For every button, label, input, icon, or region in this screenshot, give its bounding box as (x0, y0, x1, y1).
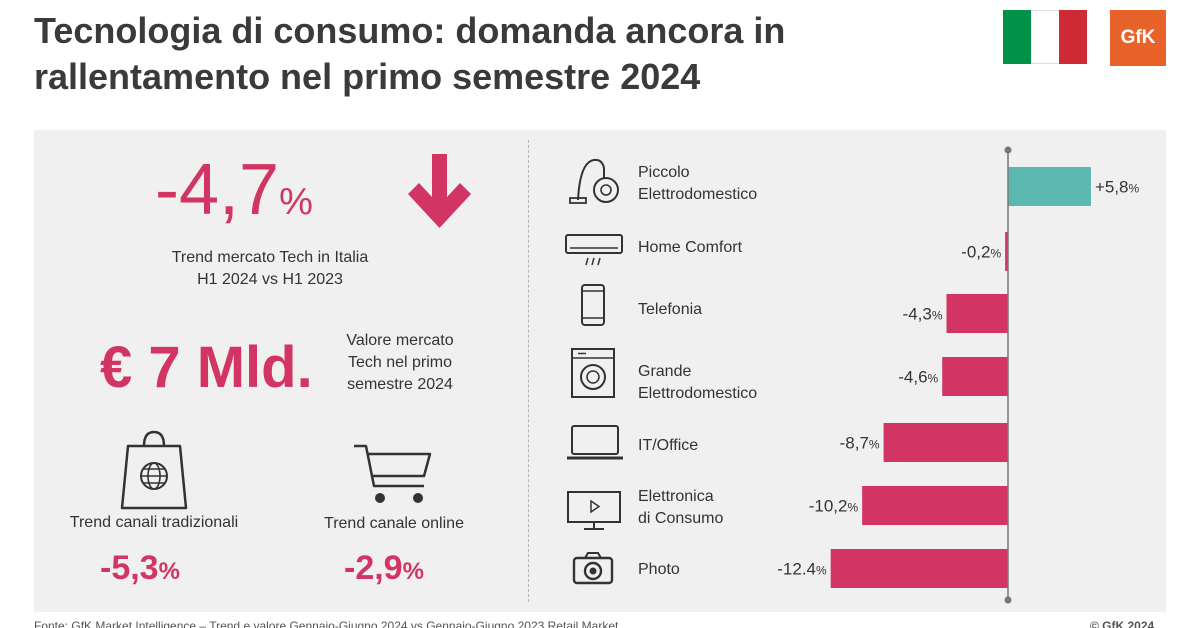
category-label: Home Comfort (638, 237, 742, 259)
shopping-bag-icon (120, 430, 188, 510)
online-channel-value: -2,9% (344, 546, 424, 594)
traditional-channel-number: -5,3 (100, 549, 159, 587)
flag-stripe-red (1059, 10, 1087, 64)
market-trend-number: -4,7 (155, 150, 280, 230)
category-label-line: Elettronica (638, 488, 714, 505)
category-label: Piccolo Elettrodomestico (638, 162, 757, 206)
bar (1005, 232, 1008, 271)
market-value-label-line2: Tech nel primo (347, 354, 453, 371)
category-label: Telefonia (638, 299, 702, 321)
bar (862, 486, 1008, 525)
traditional-channel-value: -5,3% (100, 546, 180, 594)
category-label-line: Elettrodomestico (638, 385, 758, 402)
axis-end-dot (1004, 596, 1012, 604)
bar (946, 294, 1008, 333)
smartphone-icon (581, 284, 605, 326)
page-title: Tecnologia di consumo: domanda ancora in… (34, 10, 786, 97)
category-label-line: Telefonia (638, 301, 703, 318)
flag-stripe-green (1003, 10, 1031, 64)
online-channel-number: -2,9 (344, 549, 403, 587)
traditional-channel-label: Trend canali tradizionali (69, 514, 239, 531)
market-value-label-line1: Valore mercato (346, 332, 454, 349)
copyright: © GfK 2024 (1090, 619, 1155, 628)
bar-value-label: -12.4% (777, 560, 827, 579)
market-value: € 7 Mld. (100, 335, 313, 400)
bar-value-label: -4,6% (898, 368, 938, 387)
category-label-line: Grande (638, 363, 692, 380)
category-label: Grande Elettrodomestico (638, 361, 757, 405)
bar-value-label: +5,8% (1095, 178, 1140, 197)
category-label-line: di Consumo (638, 510, 724, 527)
monitor-icon (567, 491, 621, 530)
category-label-line: Home Comfort (638, 239, 743, 256)
market-value-label: Valore mercato Tech nel primo semestre 2… (330, 330, 470, 396)
arrow-down-icon (408, 154, 471, 228)
category-label: Elettronica di Consumo (638, 486, 723, 530)
bar-value-label: -4,3% (903, 305, 943, 324)
online-channel-label: Trend canale online (324, 515, 464, 532)
bar (1008, 167, 1091, 206)
bar (942, 357, 1008, 396)
shopping-cart-icon (354, 444, 432, 503)
traditional-channel-unit: % (158, 558, 180, 585)
market-trend-value: -4,7% (155, 150, 313, 242)
bar-value-label: -0,2% (961, 243, 1001, 262)
panel-divider (528, 140, 529, 602)
category-label: Photo (638, 559, 680, 581)
category-label-line: Piccolo (638, 164, 690, 181)
air-conditioner-icon (565, 234, 623, 266)
axis-end-dot (1004, 146, 1012, 154)
category-label-line: Elettrodomestico (638, 186, 758, 203)
market-value-label-line3: semestre 2024 (347, 376, 453, 393)
flag-stripe-white (1031, 10, 1059, 64)
source-note: Fonte: GfK Market Intelligence – Trend e… (34, 619, 619, 628)
market-trend-unit: % (279, 181, 313, 223)
camera-icon (572, 552, 614, 585)
market-trend-label-line1: Trend mercato Tech in Italia (171, 249, 369, 266)
category-label-line: Photo (638, 561, 680, 578)
laptop-icon (567, 425, 623, 460)
bar-value-label: -8,7% (840, 434, 880, 453)
market-trend-label-line2: H1 2024 vs H1 2023 (197, 271, 343, 288)
vacuum-icon (569, 158, 619, 204)
washing-machine-icon (571, 348, 615, 398)
bar-value-label: -10,2% (809, 497, 859, 516)
category-label: IT/Office (638, 435, 698, 457)
online-channel-unit: % (402, 558, 424, 585)
bar (830, 549, 1008, 588)
category-label-line: IT/Office (638, 437, 699, 454)
gfk-logo: GfK (1110, 10, 1166, 66)
market-trend-label: Trend mercato Tech in Italia H1 2024 vs … (130, 247, 410, 291)
bar (883, 423, 1008, 462)
italy-flag-icon (1003, 10, 1087, 64)
